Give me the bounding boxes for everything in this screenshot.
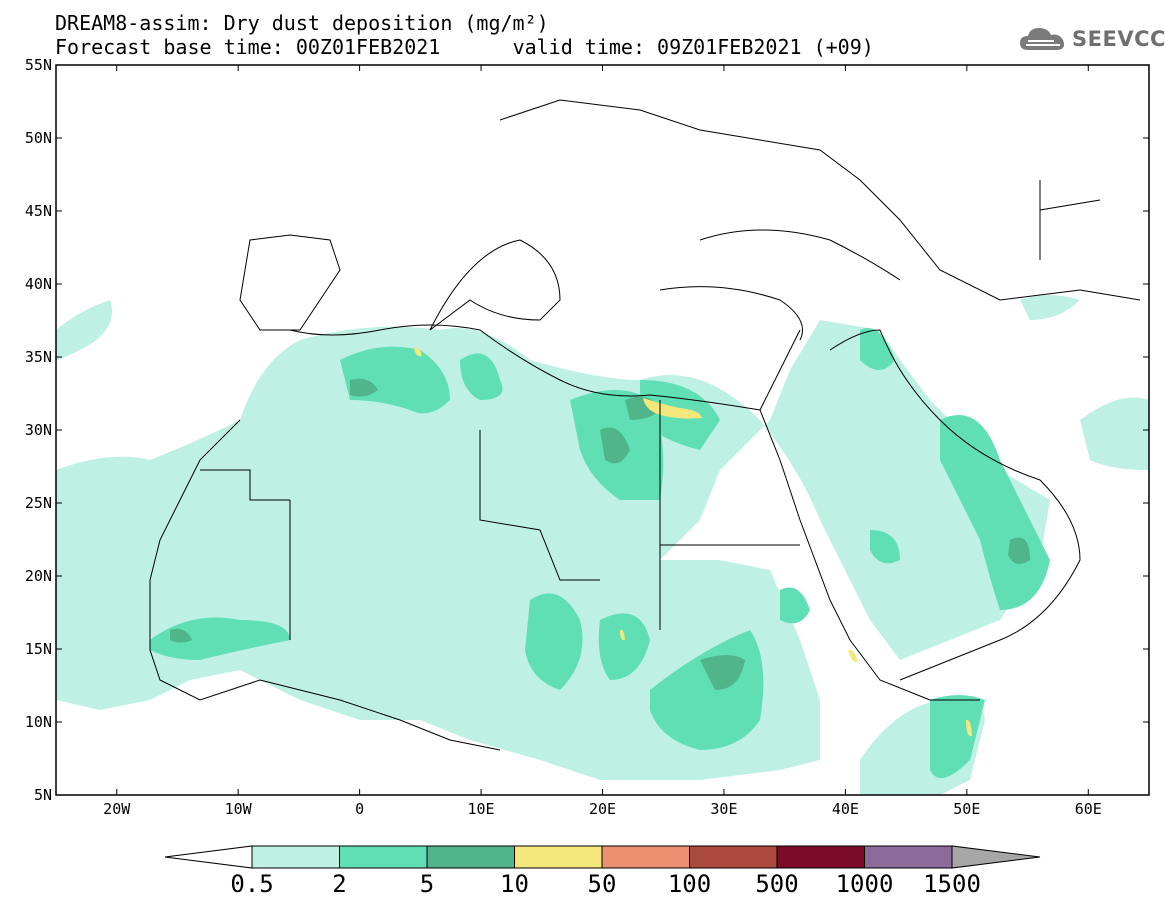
lat-tick-label: 15N: [25, 640, 52, 658]
colorbar-label: 1500: [923, 870, 981, 898]
lon-tick-label: 40E: [832, 800, 859, 818]
longitude-axis: 20W 10W 0 10E 20E 30E 40E 50E 60E: [103, 65, 1102, 818]
lon-tick-label: 30E: [710, 800, 737, 818]
lat-tick-label: 5N: [34, 786, 52, 804]
dust-level-5: [170, 378, 1030, 690]
dust-level-10: [414, 347, 972, 737]
lat-tick-label: 30N: [25, 421, 52, 439]
colorbar-swatch: [864, 845, 953, 869]
colorbar-low-triangle: [164, 845, 253, 869]
lat-tick-label: 35N: [25, 348, 52, 366]
lat-tick-label: 25N: [25, 494, 52, 512]
colorbar-label: 10: [500, 870, 529, 898]
lat-tick-label: 20N: [25, 567, 52, 585]
colorbar-label: 5: [420, 870, 434, 898]
lon-tick-label: 10W: [225, 800, 253, 818]
colorbar-swatch: [339, 845, 428, 869]
colorbar-swatch: [689, 845, 778, 869]
latitude-axis: 55N 50N 45N 40N 35N 30N 25N 20N 15N 10N 5N: [25, 56, 1149, 804]
lon-tick-label: 10E: [468, 800, 495, 818]
lon-tick-label: 20E: [589, 800, 616, 818]
lon-tick-label: 50E: [953, 800, 980, 818]
cloud-icon: [1020, 28, 1065, 50]
colorbar-label: 0.5: [230, 870, 273, 898]
lat-tick-label: 40N: [25, 275, 52, 293]
colorbar-swatch: [776, 845, 865, 869]
colorbar-swatch: [426, 845, 515, 869]
colorbar-swatch: [514, 845, 603, 869]
colorbar-label: 1000: [836, 870, 894, 898]
lat-tick-label: 55N: [25, 56, 52, 74]
map-title: DREAM8-assim: Dry dust deposition (mg/m²…: [55, 11, 549, 35]
lon-tick-label: 0: [355, 800, 364, 818]
brand-name: SEEVCCC: [1072, 27, 1165, 51]
lat-tick-label: 10N: [25, 713, 52, 731]
lat-tick-label: 45N: [25, 202, 52, 220]
colorbar-swatch: [251, 845, 340, 869]
dust-field: [56, 295, 1149, 795]
brand-logo: SEEVCCC: [1018, 24, 1165, 54]
colorbar: 0.5 2 5 10 50 100 500 1000 1500: [164, 845, 1041, 898]
colorbar-label: 2: [332, 870, 346, 898]
map-subtitle: Forecast base time: 00Z01FEB2021 valid t…: [55, 36, 874, 58]
valid-time: valid time: 09Z01FEB2021 (+09): [512, 35, 874, 59]
lon-tick-label: 60E: [1075, 800, 1102, 818]
colorbar-label: 500: [755, 870, 798, 898]
colorbar-swatch: [601, 845, 690, 869]
colorbar-high-triangle: [951, 845, 1041, 869]
dust-level-2: [150, 328, 1050, 778]
colorbar-label: 100: [668, 870, 711, 898]
borders: [149, 99, 1141, 751]
colorbar-label: 50: [588, 870, 617, 898]
lat-tick-label: 50N: [25, 129, 52, 147]
lon-tick-label: 20W: [103, 800, 131, 818]
base-time: Forecast base time: 00Z01FEB2021: [55, 35, 441, 59]
